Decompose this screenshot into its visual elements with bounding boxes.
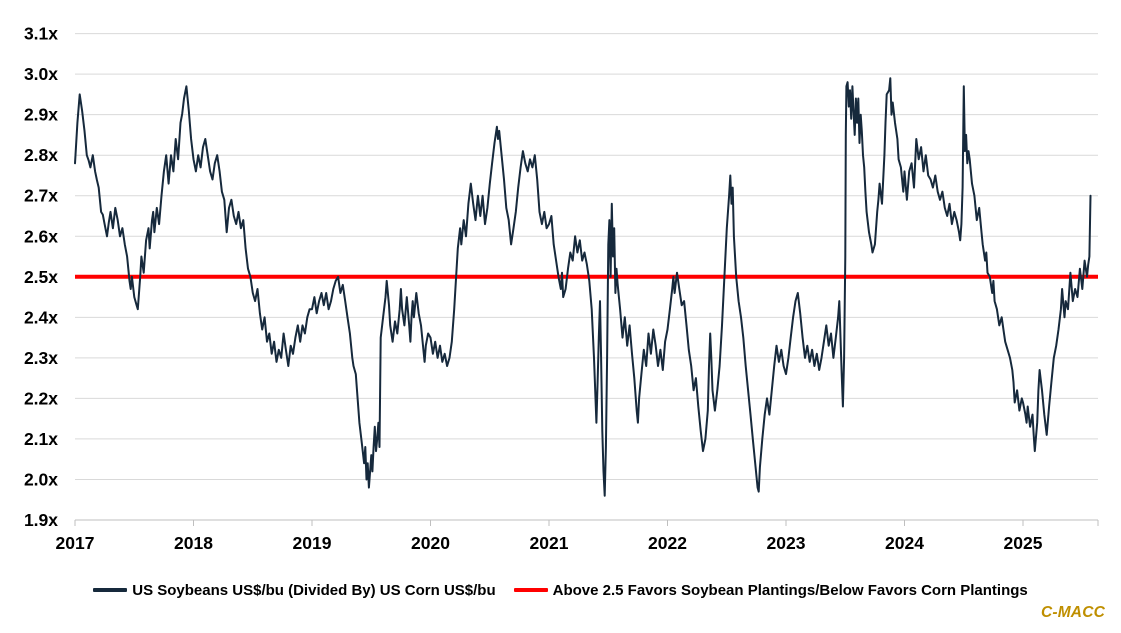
x-axis-label: 2019 — [293, 533, 332, 553]
legend-item-series: US Soybeans US$/bu (Divided By) US Corn … — [93, 581, 496, 599]
y-axis-label: 2.5x — [24, 267, 58, 287]
x-axis-label: 2020 — [411, 533, 450, 553]
y-axis-label: 2.6x — [24, 226, 58, 246]
x-axis-label: 2018 — [174, 533, 213, 553]
series-line-swatch — [93, 588, 128, 592]
x-axis-label: 2022 — [648, 533, 687, 553]
y-axis-label: 2.3x — [24, 348, 58, 368]
x-axis-label: 2023 — [767, 533, 806, 553]
x-axis-label: 2017 — [56, 533, 95, 553]
y-axis-label: 2.9x — [24, 105, 58, 125]
x-axis-label: 2021 — [530, 533, 569, 553]
legend-reference-label: Above 2.5 Favors Soybean Plantings/Below… — [552, 581, 1028, 599]
reference-line-swatch — [513, 588, 548, 592]
y-axis-label: 2.1x — [24, 429, 58, 449]
y-axis-label: 2.4x — [24, 307, 58, 327]
legend-series-label: US Soybeans US$/bu (Divided By) US Corn … — [132, 581, 496, 599]
y-axis-label: 3.1x — [24, 24, 58, 44]
brand-watermark: C-MACC — [1040, 604, 1105, 621]
chart-legend: US Soybeans US$/bu (Divided By) US Corn … — [0, 577, 1121, 603]
ratio-line-chart: 1.9x 2.0x 2.1x 2.2x 2.3x 2.4x 2.5x 2.6x 2.7x 2.8x… — [24, 24, 1099, 553]
series-path — [74, 77, 1092, 497]
y-axis-label: 2.7x — [24, 186, 58, 206]
y-axis-label: 3.0x — [24, 64, 58, 84]
x-axis-label: 2024 — [885, 533, 924, 553]
y-axis-label: 2.2x — [24, 388, 58, 408]
y-axis-label: 1.9x — [24, 510, 58, 530]
y-axis-label: 2.8x — [24, 145, 58, 165]
y-axis-label: 2.0x — [24, 469, 58, 489]
legend-item-reference: Above 2.5 Favors Soybean Plantings/Below… — [513, 581, 1028, 599]
x-axis-label: 2025 — [1004, 533, 1043, 553]
